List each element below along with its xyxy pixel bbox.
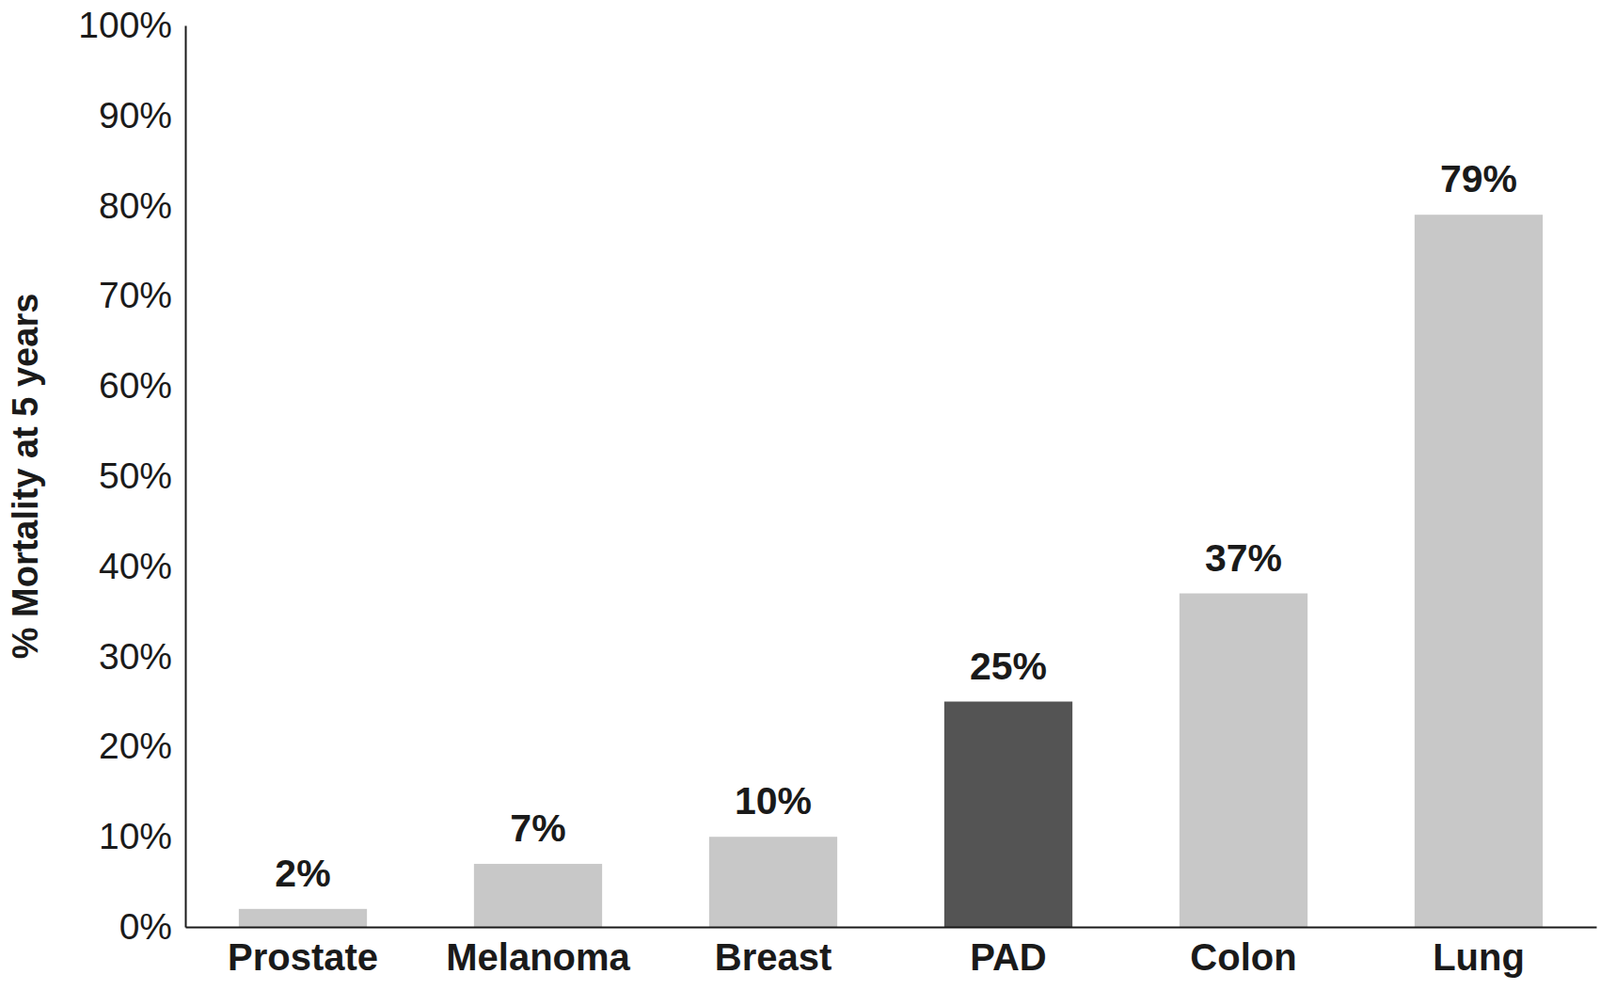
- x-axis-line: [186, 926, 1598, 929]
- y-tick-label: 0%: [119, 905, 173, 947]
- y-tick: 70%: [98, 274, 186, 316]
- x-tick: Prostate: [227, 926, 379, 978]
- x-tick-label: PAD: [969, 935, 1046, 978]
- y-tick: 20%: [98, 725, 186, 766]
- y-tick: 10%: [98, 815, 186, 856]
- y-tick: 100%: [78, 4, 186, 46]
- y-axis: 0% 10% 20% 30% 40% 50% 60% 70% 80% 90% 100%: [78, 4, 186, 947]
- y-tick-label: 100%: [78, 4, 173, 46]
- data-label: 2%: [274, 851, 331, 895]
- y-tick: 0%: [119, 905, 186, 947]
- chart: 0% 10% 20% 30% 40% 50% 60% 70% 80% 90% 100% Prostat…: [0, 0, 1600, 1006]
- y-tick-label: 50%: [98, 455, 173, 496]
- bar: [238, 908, 367, 927]
- y-tick: 60%: [98, 364, 186, 406]
- data-labels: 2% 7% 10% 25% 37% 79%: [274, 157, 1518, 895]
- x-tick: PAD: [969, 926, 1046, 978]
- data-label: 79%: [1440, 157, 1518, 201]
- y-tick-label: 40%: [98, 545, 173, 587]
- bar: [944, 701, 1073, 928]
- y-tick: 30%: [98, 635, 186, 677]
- bar: [709, 836, 838, 927]
- x-tick-label: Prostate: [227, 935, 379, 978]
- x-tick: Breast: [714, 926, 833, 978]
- x-tick-label: Melanoma: [445, 935, 631, 978]
- y-tick-label: 70%: [98, 274, 173, 316]
- y-tick: 40%: [98, 545, 186, 587]
- bar: [1179, 593, 1308, 927]
- y-tick-label: 10%: [98, 815, 173, 856]
- bar: [1414, 214, 1543, 927]
- x-tick-label: Breast: [714, 935, 833, 978]
- y-tick: 90%: [98, 95, 186, 136]
- x-tick: Colon: [1189, 926, 1297, 978]
- y-tick-label: 90%: [98, 95, 173, 136]
- x-tick-label: Colon: [1189, 935, 1297, 978]
- y-tick: 80%: [98, 185, 186, 226]
- y-tick-label: 30%: [98, 635, 173, 677]
- y-tick-label: 20%: [98, 725, 173, 766]
- x-axis: Prostate Melanoma Breast PAD Colon Lung: [186, 926, 1598, 978]
- y-axis-title: % Mortality at 5 years: [5, 293, 46, 660]
- bar: [474, 863, 602, 927]
- y-axis-line: [185, 26, 188, 928]
- y-tick-label: 60%: [98, 364, 173, 406]
- bars: [238, 214, 1543, 927]
- y-tick-label: 80%: [98, 185, 173, 226]
- data-label: 7%: [509, 806, 566, 850]
- x-tick-label: Lung: [1432, 935, 1525, 978]
- x-tick: Melanoma: [445, 926, 631, 978]
- data-label: 10%: [734, 778, 812, 823]
- data-label: 37%: [1204, 536, 1283, 580]
- y-tick: 50%: [98, 455, 186, 496]
- x-tick: Lung: [1432, 926, 1525, 978]
- data-label: 25%: [969, 644, 1047, 688]
